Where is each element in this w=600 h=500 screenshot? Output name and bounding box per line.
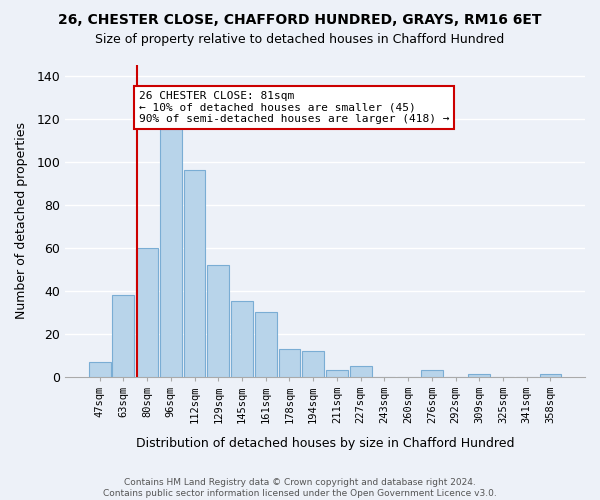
Bar bbox=[302, 351, 324, 376]
Bar bbox=[89, 362, 110, 376]
Y-axis label: Number of detached properties: Number of detached properties bbox=[15, 122, 28, 320]
Bar bbox=[350, 366, 371, 376]
Bar bbox=[112, 295, 134, 376]
Bar bbox=[208, 265, 229, 376]
Bar bbox=[421, 370, 443, 376]
Bar bbox=[469, 374, 490, 376]
Bar bbox=[539, 374, 562, 376]
Bar bbox=[231, 302, 253, 376]
Bar bbox=[136, 248, 158, 376]
Bar bbox=[278, 348, 301, 376]
Text: 26 CHESTER CLOSE: 81sqm
← 10% of detached houses are smaller (45)
90% of semi-de: 26 CHESTER CLOSE: 81sqm ← 10% of detache… bbox=[139, 91, 449, 124]
X-axis label: Distribution of detached houses by size in Chafford Hundred: Distribution of detached houses by size … bbox=[136, 437, 514, 450]
Text: Contains HM Land Registry data © Crown copyright and database right 2024.
Contai: Contains HM Land Registry data © Crown c… bbox=[103, 478, 497, 498]
Bar bbox=[184, 170, 205, 376]
Bar bbox=[255, 312, 277, 376]
Text: Size of property relative to detached houses in Chafford Hundred: Size of property relative to detached ho… bbox=[95, 32, 505, 46]
Bar bbox=[326, 370, 348, 376]
Text: 26, CHESTER CLOSE, CHAFFORD HUNDRED, GRAYS, RM16 6ET: 26, CHESTER CLOSE, CHAFFORD HUNDRED, GRA… bbox=[58, 12, 542, 26]
Bar bbox=[160, 130, 182, 376]
